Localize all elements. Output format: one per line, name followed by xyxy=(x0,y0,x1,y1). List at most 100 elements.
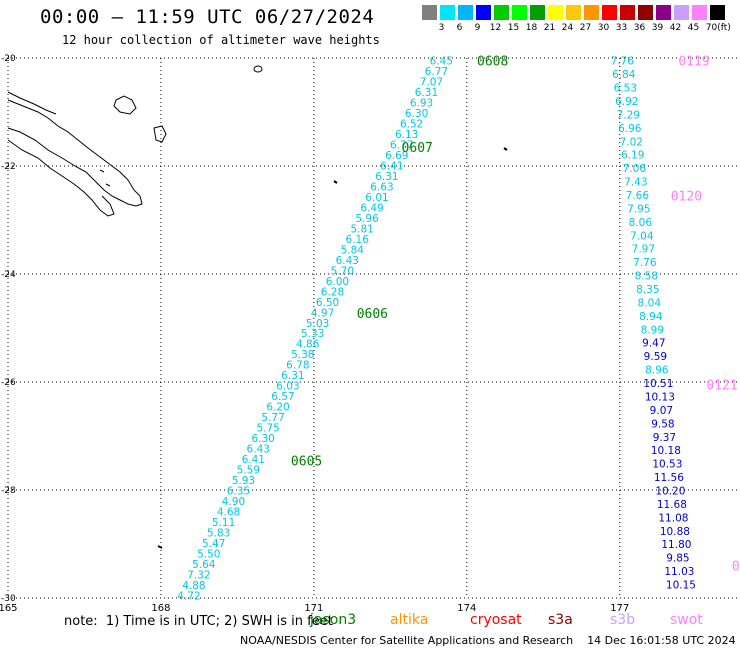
legend-label: 6 xyxy=(456,23,463,33)
legend-swatch xyxy=(512,5,527,20)
wave-height-value: 7.43 xyxy=(624,177,647,189)
legend-swatch xyxy=(692,5,707,20)
page-subtitle: 12 hour collection of altimeter wave hei… xyxy=(62,33,380,47)
legend-swatch xyxy=(476,5,491,20)
wave-height-value: 5.93 xyxy=(232,475,255,487)
wave-height-value: 4.90 xyxy=(222,496,245,508)
wave-height-value: 11.80 xyxy=(661,539,691,551)
north-coast xyxy=(7,91,57,115)
wave-height-value: 9.37 xyxy=(653,432,676,444)
legend-swatch xyxy=(440,5,455,20)
wave-height-value: 4.86 xyxy=(296,339,320,351)
wave-height-value: 7.29 xyxy=(617,109,640,121)
wave-height-value: 6.84 xyxy=(612,69,636,81)
wave-height-value: 6.00 xyxy=(326,276,349,288)
wave-height-value: 5.47 xyxy=(202,538,225,550)
wave-height-value: 6.49 xyxy=(360,202,383,214)
lat-tick-label: -20 xyxy=(1,54,16,64)
wave-height-value: 6.78 xyxy=(286,360,309,372)
wave-height-value: 10.88 xyxy=(660,526,690,538)
pass-label: 0121 xyxy=(706,379,737,394)
wave-height-value: 5.70 xyxy=(331,265,354,277)
wave-height-value: 9.07 xyxy=(650,405,673,417)
wave-height-value: 6.20 xyxy=(266,402,289,414)
wave-height-value: 10.18 xyxy=(651,445,681,457)
wave-height-value: 6.96 xyxy=(618,123,642,135)
legend-unit: (ft) xyxy=(717,23,731,33)
legend-label: 27 xyxy=(579,23,592,33)
wave-height-value: 11.56 xyxy=(654,472,684,484)
wave-height-value: 5.83 xyxy=(207,527,230,539)
pass-label: 0120 xyxy=(671,190,702,205)
matthew-island xyxy=(503,147,508,151)
pass-label: 0119 xyxy=(678,55,709,70)
mission-label: jason3 xyxy=(310,612,357,628)
new-caledonia-coast-inner xyxy=(7,139,115,217)
islet-2 xyxy=(99,169,111,187)
wave-height-value: 4.68 xyxy=(217,506,240,518)
legend-label: 45 xyxy=(687,23,700,33)
legend-label: 30 xyxy=(597,23,610,33)
legend-swatch xyxy=(602,5,617,20)
wave-height-value: 6.69 xyxy=(385,150,408,162)
lat-tick-label: -30 xyxy=(1,594,16,604)
wave-height-value: 11.03 xyxy=(664,566,694,578)
lat-tick-label: -28 xyxy=(1,486,16,496)
wave-height-value: 6.43 xyxy=(336,255,359,267)
wave-height-value: 6.03 xyxy=(276,381,299,393)
wave-height-value: 5.77 xyxy=(261,412,284,424)
lat-tick-label: -26 xyxy=(1,378,16,388)
wave-height-value: 10.51 xyxy=(643,378,673,390)
wave-height-value: 6.93 xyxy=(410,98,433,110)
mission-label: s3a xyxy=(548,612,573,628)
mission-label: s3b xyxy=(610,612,636,628)
wave-height-value: 10.13 xyxy=(645,391,675,403)
mission-label: cryosat xyxy=(470,612,522,628)
wave-height-value: 6.77 xyxy=(390,140,413,152)
lon-tick-label: 177 xyxy=(610,603,629,614)
wave-height-value: 6.28 xyxy=(321,286,344,298)
wave-height-value: 5.81 xyxy=(350,223,373,235)
wave-height-value: 5.75 xyxy=(256,423,279,435)
legend-swatch xyxy=(584,5,599,20)
wave-height-value: 7.04 xyxy=(630,230,654,242)
pass-label: 0607 xyxy=(402,141,433,156)
wave-height-value: 6.45 xyxy=(430,56,453,68)
credit-line: NOAA/NESDIS Center for Satellite Applica… xyxy=(240,634,736,647)
wave-height-value: 5.50 xyxy=(197,548,220,560)
wave-height-value: 10.15 xyxy=(666,580,696,592)
wave-height-value: 6.16 xyxy=(346,234,370,246)
wave-height-value: 7.06 xyxy=(623,163,647,175)
wave-height-value: 5.96 xyxy=(355,213,379,225)
wave-height-value: 6.13 xyxy=(395,129,418,141)
legend-label: 42 xyxy=(669,23,682,33)
lon-tick-label: 165 xyxy=(0,603,18,614)
wave-height-value: 5.84 xyxy=(341,244,365,256)
wave-height-value: 5.59 xyxy=(237,465,260,477)
wave-height-value: 6.19 xyxy=(621,150,644,162)
wave-height-value: 9.47 xyxy=(642,338,665,350)
wave-height-value: 6.50 xyxy=(316,297,339,309)
wave-height-value: 6.35 xyxy=(227,485,250,497)
wave-height-value: 4.97 xyxy=(311,307,334,319)
wave-height-value: 6.31 xyxy=(375,171,398,183)
wave-height-value: 8.58 xyxy=(635,271,658,283)
wave-height-value: 6.30 xyxy=(251,433,274,445)
wave-height-value: 5.38 xyxy=(291,349,314,361)
legend-swatch xyxy=(458,5,473,20)
lat-tick-label: -22 xyxy=(1,162,16,172)
wave-height-value: 6.31 xyxy=(415,87,438,99)
legend-label: 18 xyxy=(525,23,538,33)
wave-height-value: 7.32 xyxy=(187,569,210,581)
wave-height-value: 8.35 xyxy=(636,284,659,296)
footnote: note: 1) Time is in UTC; 2) SWH is in fe… xyxy=(64,614,333,629)
wave-height-value: 9.58 xyxy=(651,418,674,430)
pass-label: 0608 xyxy=(477,55,508,70)
wave-height-value: 9.59 xyxy=(644,351,667,363)
legend-swatch xyxy=(422,5,437,20)
wave-height-value: 6.43 xyxy=(247,444,270,456)
legend-label: 36 xyxy=(633,23,646,33)
legend-swatch xyxy=(656,5,671,20)
wave-height-value: 10.53 xyxy=(652,459,682,471)
